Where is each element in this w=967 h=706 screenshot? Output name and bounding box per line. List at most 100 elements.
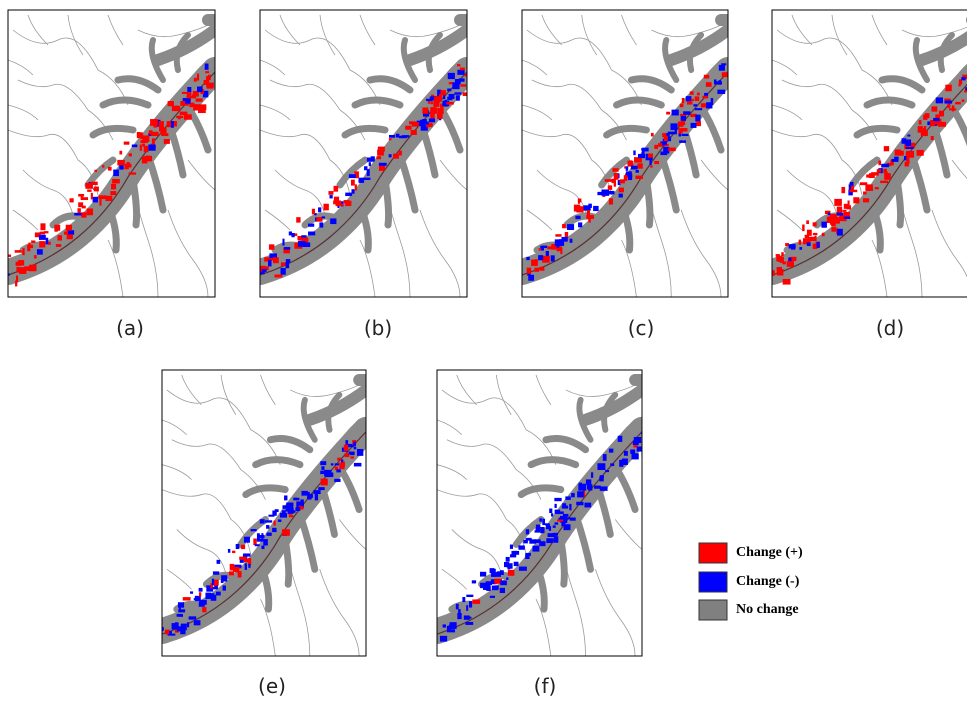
change-patch [86,208,94,216]
change-patch [388,138,392,141]
change-patch [812,232,818,236]
change-patch [702,95,708,99]
change-patch [505,556,510,562]
change-patch [909,142,916,148]
base-map [772,10,967,297]
change-patch [206,82,214,88]
change-patch [554,239,563,246]
change-patch [497,571,503,574]
change-patch [440,635,448,642]
change-patch [883,146,890,152]
change-patch [81,205,86,209]
change-patch [229,563,235,571]
change-patch [804,234,810,239]
change-patch [492,568,496,575]
change-patch [776,268,784,276]
change-patch [694,108,703,111]
change-patch [318,487,325,491]
change-patch [785,243,790,247]
change-patch [631,453,639,460]
change-patch [260,269,262,272]
change-patch [540,526,545,534]
change-patch [196,86,203,93]
map-frame [161,369,367,657]
change-patch [920,130,928,137]
change-patch [55,244,62,247]
change-patch [525,529,530,535]
change-patch [408,121,416,125]
change-patch [140,140,148,143]
change-patch [557,511,564,514]
change-patch [546,524,551,530]
change-patch [244,536,250,543]
change-patch [881,163,890,168]
change-patch [545,250,549,257]
change-patch [434,96,442,102]
change-patch [213,579,219,586]
change-patch [268,244,275,250]
change-patch [462,92,467,96]
change-patch [837,217,844,220]
change-patch [307,223,315,227]
change-patch [333,185,339,192]
change-patch [802,238,811,245]
change-patch [180,100,185,106]
change-patch [235,544,240,550]
change-patch [812,222,817,227]
change-patch [832,217,839,220]
change-patch [668,147,676,152]
change-patch [667,131,676,135]
change-patch [836,212,844,216]
change-patch [585,479,592,485]
change-patch [460,84,467,87]
change-patch [808,236,816,242]
change-patch [599,486,608,491]
change-patch [549,508,553,514]
change-patch [885,171,888,175]
change-patch [321,216,326,219]
change-patch [930,119,936,127]
change-patch [195,98,203,102]
change-patch [243,553,251,557]
change-patch [843,216,851,219]
change-patch [458,609,461,614]
change-patch [507,563,513,569]
change-patch [583,205,591,211]
change-patch [287,508,294,514]
change-patch [85,182,93,189]
change-patch [90,181,98,186]
change-patch [437,89,442,97]
change-patch [353,462,362,467]
change-patch [619,179,625,184]
change-patch [141,156,148,164]
change-patch [364,166,368,171]
change-patch [457,612,462,620]
change-patch [834,198,842,206]
change-patch [632,441,639,446]
change-patch [714,81,723,85]
change-patch [776,267,782,271]
change-patch [693,104,698,107]
change-patch [647,153,653,158]
change-patch [472,599,481,604]
change-patch [347,443,354,448]
map-frame [7,9,216,298]
change-patch [894,156,899,160]
change-patch [143,145,149,153]
change-patch [296,501,304,509]
change-patch [847,200,850,207]
change-patch [554,509,561,515]
change-patch [291,232,295,238]
change-patch [906,150,915,158]
change-patch [324,469,332,477]
change-patch [718,64,725,71]
change-patch [256,533,260,540]
change-patch [617,435,623,442]
change-patch [274,274,283,278]
change-patch [637,153,646,159]
change-patch [944,100,953,104]
change-patch [705,82,712,87]
change-patch [608,448,614,453]
change-patch [597,191,604,196]
change-patch [198,592,202,597]
